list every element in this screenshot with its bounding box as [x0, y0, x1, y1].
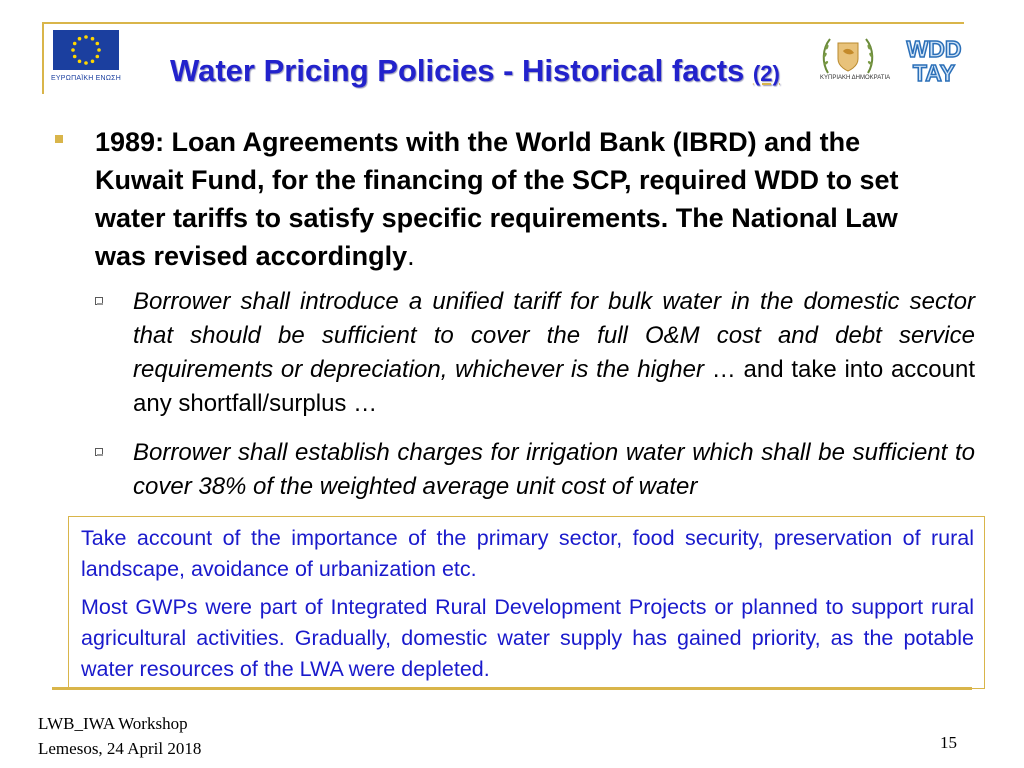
cyprus-emblem-logo: ΚΥΠΡΙΑΚΗ ΔΗΜΟΚΡΑΤΙΑ — [818, 33, 898, 89]
main-bullet-end: . — [407, 241, 415, 271]
hollow-square-bullet-icon — [95, 297, 103, 305]
info-box-paragraph-2: Most GWPs were part of Integrated Rural … — [81, 595, 974, 681]
footer-workshop: LWB_IWA Workshop — [38, 714, 188, 733]
slide-title: Water Pricing Policies - Historical fact… — [170, 53, 780, 89]
main-bullet-bold: 1989: Loan Agreements with the World Ban… — [95, 127, 899, 271]
sub-bullet-2: Borrower shall establish charges for irr… — [95, 436, 975, 504]
slide-title-suffix: (2) — [752, 61, 780, 86]
cyprus-caption: ΚΥΠΡΙΑΚΗ ΔΗΜΟΚΡΑΤΙΑ — [820, 75, 891, 81]
sub-bullet-1-italic: Borrower shall introduce a unified tarif… — [133, 288, 975, 383]
wdd-logo-bottom-text: ΤΑΥ — [913, 60, 955, 86]
eu-logo: ΕΥΡΩΠΑΪΚΗ ΕΝΩΣΗ — [50, 30, 122, 88]
hollow-square-bullet-icon — [95, 448, 103, 456]
page-number: 15 — [940, 733, 957, 752]
left-frame-line — [42, 22, 44, 94]
wdd-logo-top-text: WDD — [907, 36, 962, 62]
info-box: Take account of the importance of the pr… — [68, 516, 985, 689]
sub-bullet-2-text: Borrower shall establish charges for irr… — [133, 436, 975, 504]
sub-bullet-1-text: Borrower shall introduce a unified tarif… — [133, 285, 975, 421]
sub-bullet-1-plain: … and take into account any shortfall/su… — [133, 356, 975, 417]
main-bullet: 1989: Loan Agreements with the World Ban… — [55, 123, 955, 275]
info-box-paragraph-1: Take account of the importance of the pr… — [81, 526, 974, 581]
main-bullet-text: 1989: Loan Agreements with the World Ban… — [95, 123, 955, 275]
eu-caption: ΕΥΡΩΠΑΪΚΗ ΕΝΩΣΗ — [51, 75, 121, 82]
eu-flag-icon — [53, 30, 119, 70]
bottom-frame-line — [52, 687, 972, 690]
footer-location-date: Lemesos, 24 April 2018 — [38, 739, 202, 758]
top-frame-line — [42, 22, 964, 24]
sub-bullet-1: Borrower shall introduce a unified tarif… — [95, 285, 975, 421]
slide-title-text: Water Pricing Policies - Historical fact… — [170, 53, 745, 88]
sub-bullet-2-italic: Borrower shall establish charges for irr… — [133, 439, 975, 500]
square-bullet-icon — [55, 135, 63, 143]
wdd-logo: WDD ΤΑΥ — [900, 33, 968, 89]
footer: LWB_IWA Workshop Lemesos, 24 April 2018 — [38, 711, 201, 761]
